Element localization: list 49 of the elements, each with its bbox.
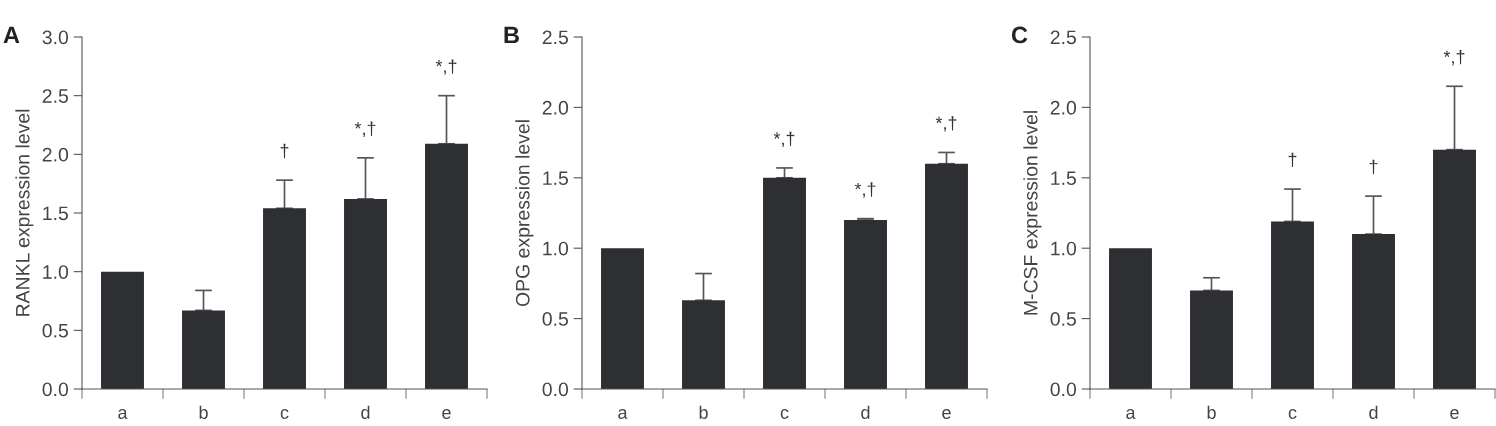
y-tick-label: 0.0 <box>542 382 569 397</box>
y-tick-label: 0.5 <box>1050 312 1076 326</box>
x-tick-label: a <box>618 409 628 419</box>
y-tick-label: 3.0 <box>42 30 69 45</box>
x-tick-label: c <box>1288 409 1297 419</box>
x-tick-label: d <box>1369 405 1378 419</box>
y-tick-label: 0.0 <box>1050 382 1077 397</box>
y-tick-label: 2.0 <box>1050 100 1077 115</box>
y-tick-label: 0.5 <box>542 312 568 326</box>
y-tick-label: 2.5 <box>542 30 568 45</box>
chart-title: A <box>3 26 20 44</box>
x-tick-label: d <box>361 405 370 419</box>
annotation: *,† <box>354 121 376 137</box>
y-axis-title: M-CSF expression level <box>1023 111 1042 315</box>
annotation: *,† <box>773 131 795 148</box>
x-tick-label: e <box>942 409 951 419</box>
x-tick-label: a <box>118 409 128 419</box>
annotation: *,† <box>435 59 457 75</box>
x-tick-label: e <box>1450 409 1459 419</box>
y-tick-label: 1.5 <box>43 206 68 221</box>
x-tick-label: e <box>442 409 451 419</box>
x-tick-label: b <box>699 405 708 419</box>
annotation: † <box>1369 159 1378 175</box>
x-tick-label: c <box>280 409 289 419</box>
y-tick-label: 2.5 <box>1050 30 1076 45</box>
y-tick-label: 1.5 <box>1051 171 1076 186</box>
x-tick-label: b <box>1207 405 1216 419</box>
y-tick-label: 2.0 <box>42 147 69 162</box>
x-tick-label: a <box>1126 409 1136 419</box>
y-tick-label: 2.5 <box>42 89 68 103</box>
y-tick-label: 0.0 <box>42 382 69 397</box>
y-tick-label: 2.0 <box>542 100 569 115</box>
chart-title: C <box>1011 26 1028 44</box>
annotation: *,† <box>854 182 876 198</box>
y-tick-label: 1.0 <box>543 241 569 256</box>
annotation: † <box>1288 152 1297 168</box>
x-tick-label: b <box>199 405 208 419</box>
y-tick-label: 1.5 <box>543 171 568 186</box>
y-axis-title: OPG expression level <box>515 120 534 307</box>
x-tick-label: c <box>780 409 789 419</box>
y-tick-label: 1.0 <box>43 265 69 279</box>
y-tick-label: 0.5 <box>42 323 68 338</box>
annotation: † <box>280 143 289 159</box>
y-tick-label: 1.0 <box>1051 241 1077 256</box>
annotation: *,† <box>1443 50 1465 66</box>
annotation: *,† <box>935 116 957 132</box>
chart-title: B <box>504 26 519 44</box>
x-tick-label: d <box>861 405 870 419</box>
y-axis-title: RANKL expression level <box>15 109 34 316</box>
